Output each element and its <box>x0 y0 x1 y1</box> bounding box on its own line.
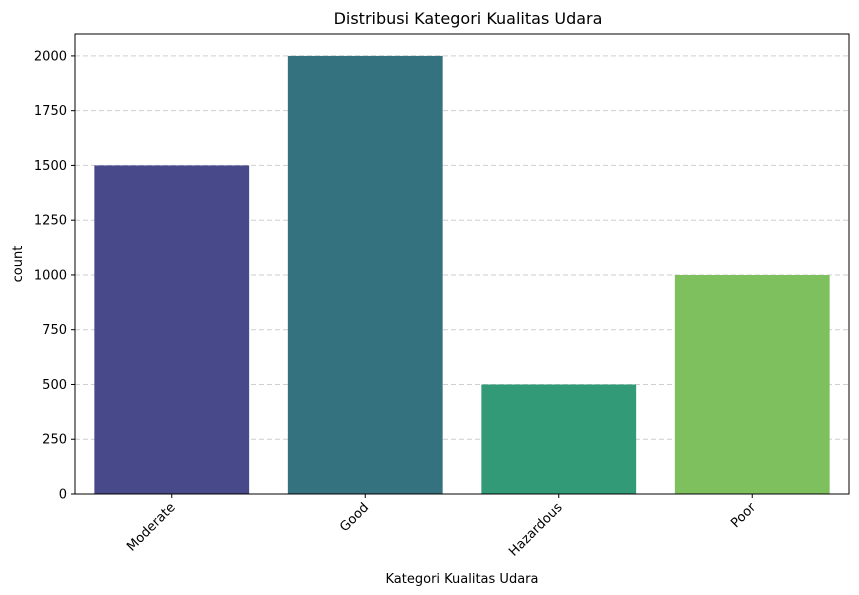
x-tick-label: Good <box>337 500 372 535</box>
y-axis-title: count <box>11 246 26 283</box>
y-tick-label: 1250 <box>34 214 67 229</box>
plot-frame <box>74 33 850 495</box>
x-tick-label: Hazardous <box>506 500 565 559</box>
bar-good <box>287 55 443 495</box>
bar-poor <box>674 274 830 494</box>
chart-title: Distribusi Kategori Kualitas Udara <box>334 9 603 28</box>
y-axis: 0 250 500 750 1000 1250 1500 1750 2000 <box>34 49 75 503</box>
y-tick-label: 1500 <box>34 159 67 174</box>
x-axis-title: Kategori Kualitas Udara <box>386 572 539 587</box>
y-tick-label: 1000 <box>34 268 67 283</box>
bar-hazardous <box>481 384 637 494</box>
y-tick-label: 750 <box>42 323 67 338</box>
x-tick-label: Moderate <box>124 500 178 554</box>
bar-moderate <box>94 165 250 494</box>
y-tick-label: 1750 <box>34 104 67 119</box>
x-tick-label: Poor <box>728 500 759 531</box>
x-axis: Moderate Good Hazardous Poor <box>124 494 760 560</box>
y-tick-label: 500 <box>42 378 67 393</box>
y-tick-label: 250 <box>42 433 67 448</box>
y-tick-label: 2000 <box>34 49 67 64</box>
y-tick-label: 0 <box>59 488 67 503</box>
bars <box>94 55 830 495</box>
